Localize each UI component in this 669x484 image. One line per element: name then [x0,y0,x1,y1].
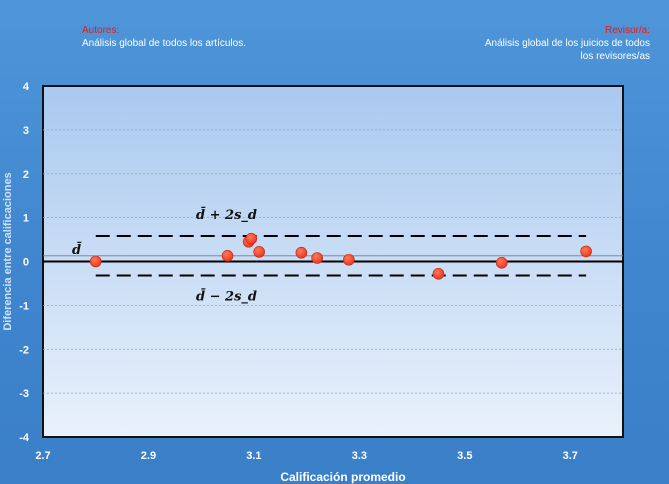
data-point [343,253,355,266]
data-point [245,232,258,245]
y-tick-label: -4 [19,432,30,444]
x-tick-labels: 2.7 2.9 3.1 3.3 3.5 3.7 [35,450,578,462]
reviewer-header: Revisor/a: Análisis global de los juicio… [390,24,650,63]
lower-limit-label: d̄ − 2s_d [196,287,257,304]
y-tick-label: 2 [23,169,29,181]
x-tick-label: 2.9 [141,450,156,462]
x-tick-label: 3.1 [246,450,261,462]
limit-lines [43,235,623,277]
data-point [311,252,323,264]
reviewer-text-line-2: los revisores/as [580,51,650,62]
x-tick-label: 3.7 [563,450,578,462]
reviewer-label: Revisor/a: [604,25,650,36]
y-axis-title: Diferencia entre calificaciones [2,172,14,330]
y-tick-label: 0 [23,257,29,269]
x-axis-title: Calificación promedio [280,470,405,484]
y-tick-label: -1 [19,300,29,312]
data-point [432,267,445,280]
y-tick-label: -3 [19,388,29,400]
data-points [89,232,592,280]
y-tick-labels: -4 -3 -2 -1 0 1 2 3 4 [19,81,30,444]
authors-header: Autores: Análisis global de todos los ar… [82,24,246,50]
data-point [89,255,102,268]
authors-text: Análisis global de todos los artículos. [82,38,246,49]
mean-line-label: d̄ [72,240,82,257]
x-tick-label: 2.7 [35,450,50,462]
y-tick-label: 3 [23,125,29,137]
authors-label: Autores: [82,25,120,36]
data-point [221,249,234,262]
upper-limit-label: d̄ + 2s_d [196,206,257,223]
x-tick-label: 3.3 [352,450,367,462]
data-point [295,246,308,259]
data-point [495,257,508,269]
data-point [580,245,592,258]
y-tick-label: -2 [19,344,29,356]
reviewer-text-line-1: Análisis global de los juicios de todos [484,38,650,49]
data-point [253,246,265,258]
x-tick-label: 3.5 [457,450,472,462]
y-tick-label: 4 [23,81,30,93]
gridlines [43,129,623,394]
y-tick-label: 1 [23,213,29,225]
